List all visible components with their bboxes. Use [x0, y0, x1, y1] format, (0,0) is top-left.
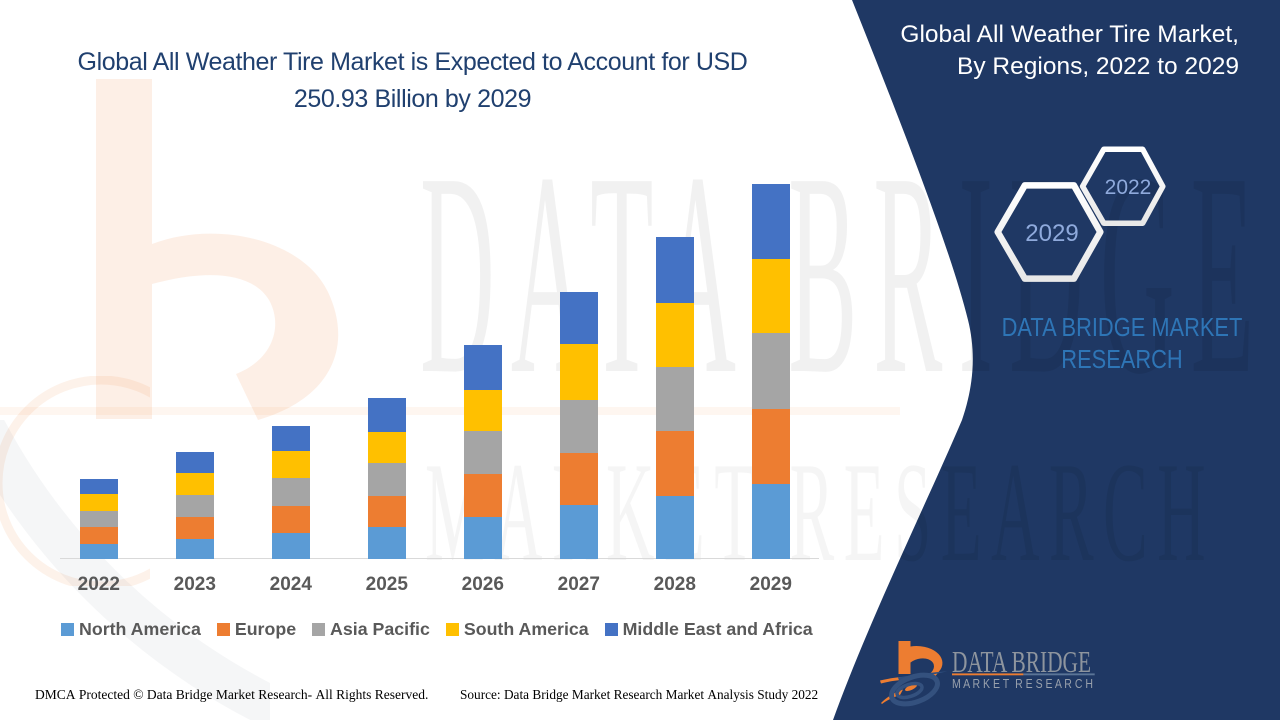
svg-text:M A R K E T R E S E A R C H: M A R K E T R E S E A R C H — [952, 677, 1093, 691]
svg-text:MARKET RESEARCH: MARKET RESEARCH — [425, 433, 1215, 591]
svg-text:2022: 2022 — [1105, 176, 1152, 199]
svg-text:DATA BRIDGE: DATA BRIDGE — [952, 644, 1091, 679]
svg-text:DATA BRIDGE: DATA BRIDGE — [420, 113, 1270, 434]
svg-text:2029: 2029 — [1025, 220, 1078, 247]
